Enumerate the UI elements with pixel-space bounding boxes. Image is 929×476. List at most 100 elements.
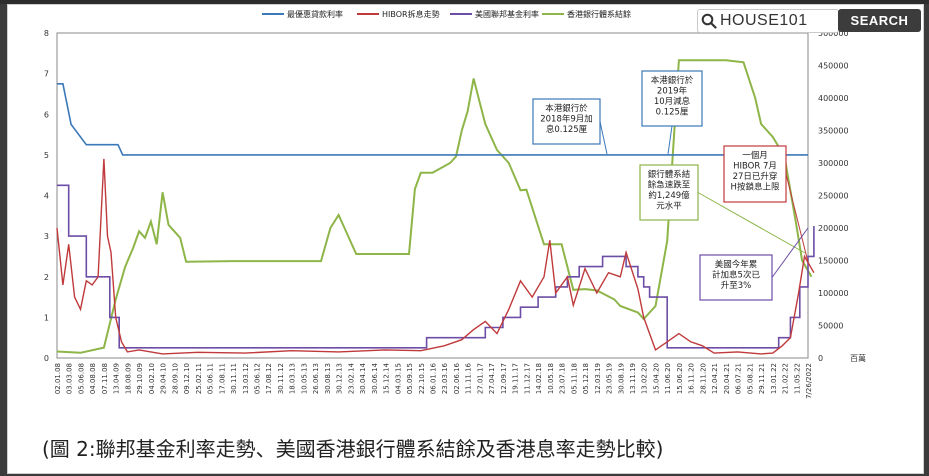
- x-tick-label: 18.03.13: [289, 363, 297, 394]
- x-tick-label: 22.10.15: [418, 363, 426, 394]
- x-tick-label: 10.05.13: [300, 363, 308, 394]
- x-tick-label: 19.11.17: [512, 363, 520, 394]
- x-tick-label: 05.06.12: [253, 363, 261, 394]
- annotation-text: 約1,249億: [648, 190, 690, 201]
- annotation-text: 本港銀行於: [545, 103, 588, 114]
- annotation-text: 本港銀行於: [651, 75, 694, 86]
- legend-label: 美國聯邦基金利率: [475, 9, 539, 19]
- y-right-tick-label: 150000: [818, 257, 849, 266]
- x-tick-label: 7/26/2022: [805, 363, 813, 399]
- x-tick-label: 05.11.18: [570, 363, 578, 394]
- x-tick-label: 13.02.20: [641, 363, 649, 394]
- x-tick-label: 27.04.17: [488, 363, 496, 394]
- y-left-tick-label: 4: [44, 192, 49, 201]
- x-tick-label: 20.04.21: [723, 363, 731, 394]
- search-input[interactable]: HOUSE101: [720, 12, 808, 29]
- y-left-tick-label: 3: [44, 232, 49, 241]
- x-tick-label: 05.12.18: [582, 363, 590, 394]
- annotation-text: 10月減息: [654, 96, 691, 107]
- annotation-text: 27日已升穿: [733, 171, 778, 182]
- x-tick-label: 23.02.14: [347, 362, 355, 394]
- x-tick-label: 27.01.17: [476, 363, 484, 394]
- y-right-tick-label: 200000: [818, 224, 849, 233]
- x-tick-label: 23.05.19: [606, 363, 614, 394]
- top-border: [0, 0, 929, 4]
- x-tick-label: 28.09.10: [171, 363, 179, 394]
- y-right-tick-label: 250000: [818, 192, 849, 201]
- x-tick-label: 12.04.21: [711, 363, 719, 394]
- annotation-box: [639, 164, 699, 221]
- x-tick-label: 29.04.10: [160, 363, 168, 394]
- y-right-tick-label: 100000: [818, 289, 849, 298]
- x-tick-label: 16.11.20: [688, 363, 696, 394]
- legend-label: 最優惠貸款利率: [287, 9, 343, 19]
- x-tick-label: 04.02.10: [148, 363, 156, 394]
- y-right-tick-label: 400000: [818, 94, 849, 103]
- y-left-tick-label: 6: [44, 110, 49, 119]
- x-tick-label: 23.07.18: [559, 363, 567, 394]
- annotation-text: 息0.125厘: [546, 124, 588, 135]
- y-right-tick-label: 300000: [818, 159, 849, 168]
- y-right-tick-label: 450000: [818, 62, 849, 71]
- annotation-text: 一個月: [742, 150, 768, 161]
- x-tick-label: 05.06.11: [207, 363, 215, 394]
- annotation-leader: [667, 125, 673, 155]
- x-tick-label: 30.08.19: [617, 363, 625, 394]
- x-tick-label: 30.11.11: [230, 363, 238, 394]
- x-tick-label: 02.06.16: [453, 362, 461, 394]
- x-tick-label: 09.12.10: [183, 363, 191, 394]
- x-tick-label: 13.01.22: [770, 363, 778, 394]
- x-tick-label: 04.08.08: [89, 363, 97, 394]
- series-line-hibor: [56, 158, 815, 355]
- annotation-text: 計加息5次已: [712, 270, 760, 281]
- x-tick-label: 13.03.12: [242, 363, 250, 394]
- y-right-tick-label: 0: [818, 354, 823, 363]
- y-left-tick-label: 8: [44, 29, 49, 38]
- x-tick-label: 02.01.08: [54, 363, 62, 394]
- series-line-prime-rate: [57, 83, 808, 156]
- x-tick-label: 12.09.17: [500, 363, 508, 394]
- annotation-text: 2019年: [657, 86, 688, 97]
- x-tick-label: 23.03.16: [441, 362, 449, 394]
- legend-label: HIBOR拆息走勢: [382, 9, 440, 19]
- x-tick-label: 11.12.17: [523, 363, 531, 394]
- annotation-text: 銀行體系結: [648, 169, 691, 180]
- annotation-text: HIBOR 7月: [733, 162, 777, 172]
- chart-frame: [7, 4, 924, 474]
- x-tick-label: 06.07.21: [735, 363, 743, 394]
- y-left-tick-label: 0: [44, 354, 49, 363]
- y-left-tick-label: 1: [44, 313, 49, 322]
- x-tick-label: 04.03.15: [394, 363, 402, 394]
- x-tick-label: 11.06.20: [664, 363, 672, 394]
- x-tick-label: 17.08.11: [218, 363, 226, 394]
- x-tick-label: 14.02.18: [535, 363, 543, 394]
- x-tick-label: 15.12.14: [383, 362, 391, 394]
- x-tick-label: 15.04.20: [652, 363, 660, 394]
- annotation-text: 元水平: [656, 201, 682, 212]
- search-button[interactable]: SEARCH: [838, 9, 921, 32]
- x-tick-label: 29.11.21: [758, 363, 766, 394]
- y-left-tick-label: 5: [44, 151, 49, 160]
- x-tick-label: 30.06.14: [371, 362, 379, 394]
- x-tick-label: 28.11.20: [699, 363, 707, 394]
- x-tick-label: 05.06.08: [77, 363, 85, 394]
- y-right-tick-label: 350000: [818, 127, 849, 136]
- annotation-box: [641, 70, 703, 127]
- x-tick-label: 18.08.09: [124, 363, 132, 394]
- x-tick-label: 03.03.08: [66, 363, 74, 394]
- search-icon: [698, 10, 720, 32]
- figure-caption: (圖 2:聯邦基金利率走勢、美國香港銀行體系結餘及香港息率走勢比較): [42, 437, 664, 461]
- x-tick-label: 17.08.12: [265, 363, 273, 394]
- search-field[interactable]: HOUSE101: [697, 9, 839, 33]
- x-tick-label: 30.08.13: [324, 363, 332, 394]
- x-tick-label: 05.09.15: [406, 363, 414, 394]
- x-tick-label: 29.10.09: [136, 363, 144, 394]
- x-tick-label: 25.02.11: [195, 363, 203, 394]
- annotation-leader: [599, 121, 608, 155]
- annotation-box: [532, 98, 601, 145]
- y-right-unit: 百萬: [850, 353, 866, 363]
- y-left-tick-label: 7: [44, 70, 49, 79]
- x-tick-label: 05.08.21: [746, 363, 754, 394]
- x-tick-label: 13.11.19: [629, 363, 637, 394]
